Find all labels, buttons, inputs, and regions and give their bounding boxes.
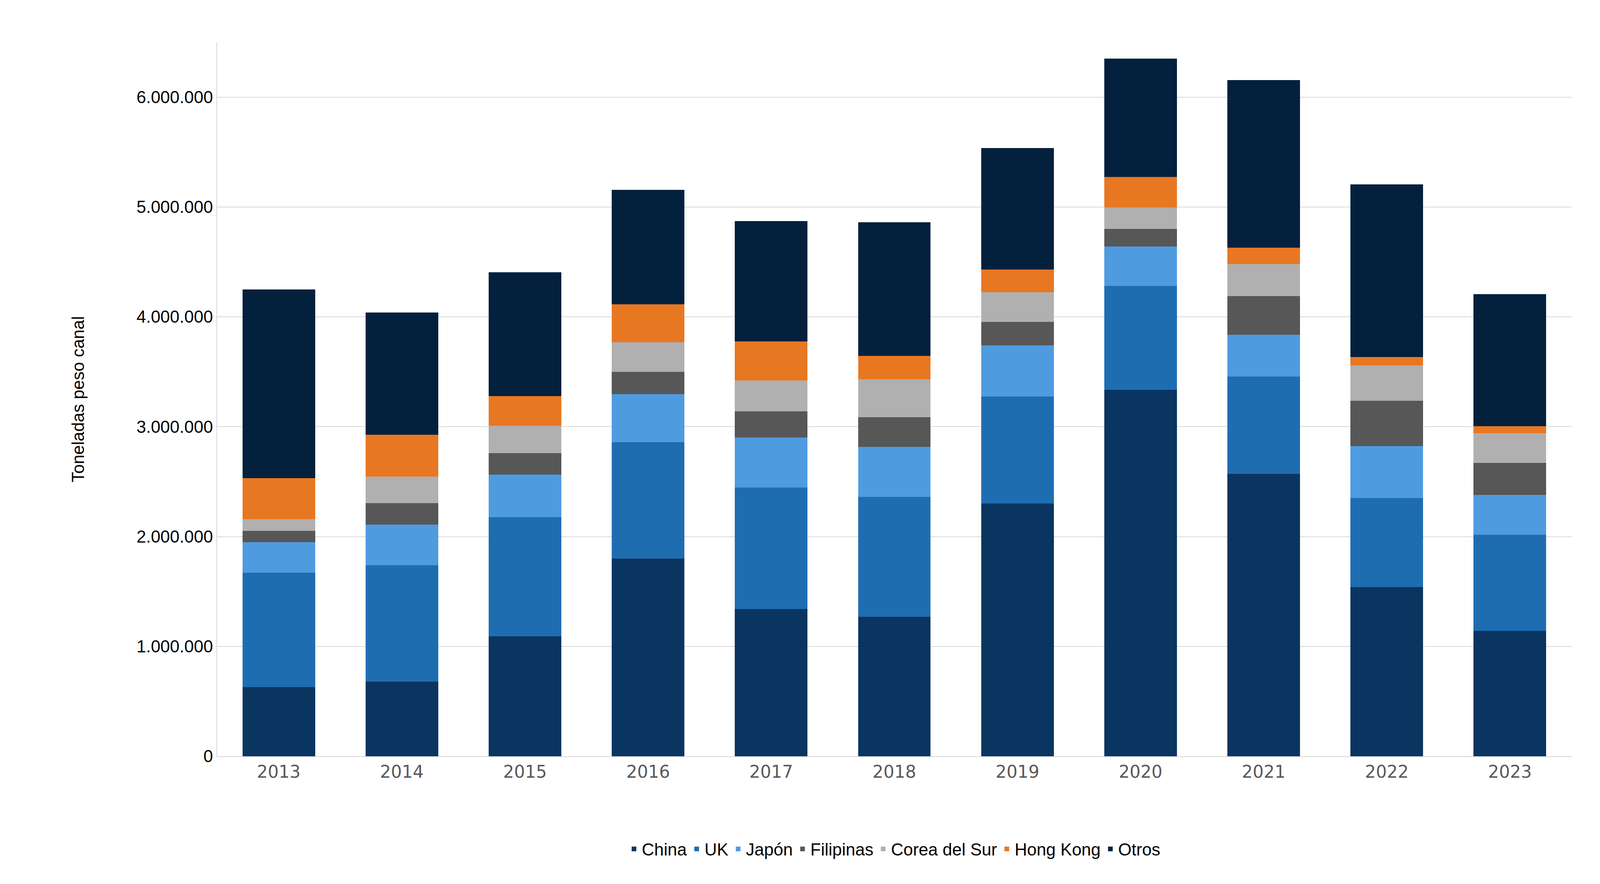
- svg-text:Corea del Sur: Corea del Sur: [891, 839, 997, 859]
- svg-text:2019: 2019: [995, 761, 1040, 782]
- svg-text:2017: 2017: [749, 761, 793, 782]
- svg-text:2016: 2016: [626, 761, 670, 782]
- svg-text:2.000.000: 2.000.000: [136, 526, 213, 547]
- svg-text:Hong Kong: Hong Kong: [1014, 839, 1101, 859]
- svg-text:2013: 2013: [257, 761, 301, 782]
- svg-text:4.000.000: 4.000.000: [136, 307, 213, 327]
- svg-text:2020: 2020: [1118, 761, 1163, 782]
- svg-text:UK: UK: [704, 839, 729, 859]
- svg-text:3.000.000: 3.000.000: [136, 417, 213, 437]
- svg-text:2018: 2018: [872, 761, 917, 782]
- svg-text:2015: 2015: [503, 761, 547, 782]
- svg-text:6.000.000: 6.000.000: [136, 87, 213, 107]
- svg-text:2021: 2021: [1241, 761, 1286, 782]
- svg-text:0: 0: [203, 746, 213, 766]
- svg-text:5.000.000: 5.000.000: [136, 197, 213, 217]
- svg-text:2014: 2014: [380, 761, 424, 782]
- svg-text:Otros: Otros: [1118, 839, 1161, 859]
- svg-text:Japón: Japón: [746, 839, 793, 859]
- svg-text:Toneladas peso canal: Toneladas peso canal: [68, 316, 88, 483]
- svg-text:1.000.000: 1.000.000: [136, 636, 213, 656]
- svg-text:2022: 2022: [1364, 761, 1409, 782]
- svg-text:Filipinas: Filipinas: [810, 839, 874, 859]
- svg-text:China: China: [641, 839, 687, 859]
- svg-text:2023: 2023: [1487, 761, 1532, 782]
